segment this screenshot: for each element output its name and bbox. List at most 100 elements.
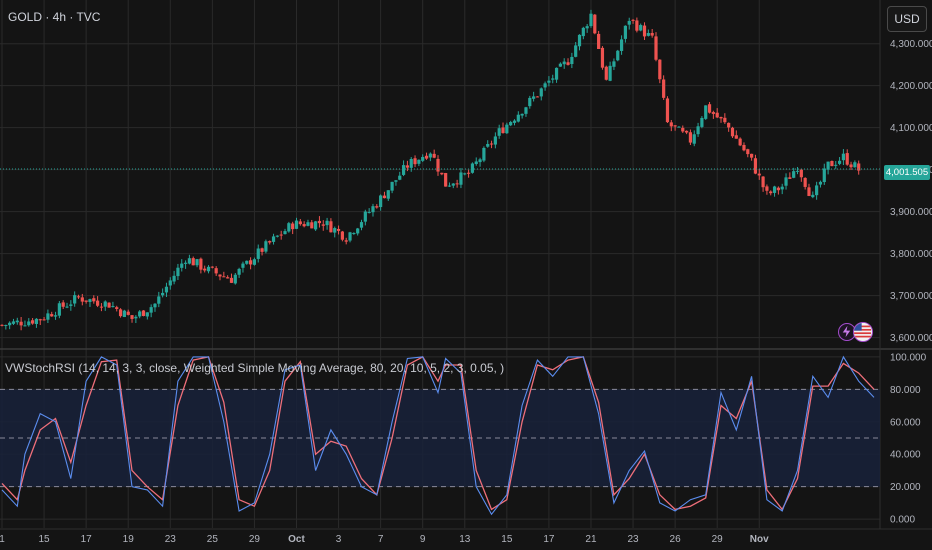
time-tick-label: 19: [123, 534, 135, 545]
candle-body: [248, 260, 253, 265]
candle-body: [252, 259, 257, 265]
candle-body: [700, 117, 704, 127]
candle-body: [130, 315, 134, 319]
candle-body: [367, 212, 371, 214]
candle-body: [662, 79, 666, 98]
candle-body: [489, 143, 494, 145]
candle-body: [375, 206, 379, 208]
candle-body: [371, 206, 375, 213]
candle-body: [451, 183, 455, 186]
candle-body: [287, 223, 291, 232]
time-tick-label: 17: [81, 534, 93, 545]
candle-body: [294, 220, 299, 229]
candle-body: [532, 96, 536, 99]
us-flag-icon[interactable]: [853, 322, 873, 342]
candle-body: [684, 130, 689, 133]
candle-body: [34, 318, 39, 324]
candle-body: [268, 241, 272, 243]
candle-body: [608, 65, 612, 81]
candle-body: [577, 34, 582, 47]
candle-body: [818, 181, 823, 185]
candle-body: [482, 147, 486, 161]
candle-body: [719, 116, 723, 119]
time-axis: 1 15 17 19 23 25 29 Oct 3 7 9 13 15 17 21 23 26 29 Nov: [0, 534, 769, 545]
candle-body: [260, 248, 264, 252]
candle-body: [509, 122, 513, 126]
candle-body: [15, 320, 19, 323]
candle-body: [795, 170, 800, 172]
price-axis: 3,600.0003,700.0003,800.0003,900.0004,00…: [890, 39, 932, 344]
candle-body: [138, 311, 142, 317]
price-tick-label: 4,300.000: [890, 39, 932, 50]
price-tick-label: 3,900.000: [890, 207, 932, 218]
candle-body: [107, 302, 111, 308]
indicator-title[interactable]: VWStochRSI (14, 14, 3, 3, close, Weighte…: [5, 361, 505, 375]
candle-body: [344, 240, 348, 242]
candle-body: [635, 20, 639, 31]
candle-body: [271, 236, 276, 242]
candle-body: [176, 267, 180, 277]
candle-body: [417, 159, 421, 164]
candle-body: [619, 39, 624, 51]
candle-body: [191, 258, 195, 266]
candle-body: [329, 221, 333, 233]
candle-body: [149, 307, 153, 313]
candle-body: [715, 112, 719, 118]
candle-body: [730, 127, 735, 137]
time-tick-label: 23: [165, 534, 177, 545]
candle-body: [753, 158, 758, 174]
candle-body: [168, 280, 172, 286]
candle-body: [226, 277, 230, 279]
time-tick-label: Oct: [288, 534, 305, 545]
time-tick-label: 3: [336, 534, 342, 545]
candle-body: [333, 228, 337, 233]
candle-body: [126, 311, 130, 315]
candle-body: [837, 160, 842, 164]
candles: [0, 9, 861, 331]
osc-tick-label: 80.000: [890, 385, 921, 396]
candle-body: [761, 176, 765, 188]
candle-body: [627, 20, 631, 25]
candle-body: [321, 224, 325, 226]
candle-body: [57, 303, 61, 316]
candle-body: [291, 223, 295, 230]
time-tick-label: 29: [712, 534, 724, 545]
time-tick-label: 9: [420, 534, 426, 545]
time-tick-label: 29: [249, 534, 261, 545]
time-tick-label: 7: [378, 534, 384, 545]
candle-body: [241, 263, 245, 268]
candle-body: [535, 96, 540, 98]
candle-body: [593, 14, 597, 34]
candle-body: [340, 231, 344, 240]
candle-body: [84, 300, 88, 302]
candle-body: [566, 62, 570, 65]
candle-body: [38, 319, 42, 321]
candle-body: [478, 159, 482, 163]
candle-body: [390, 181, 394, 191]
candle-body: [275, 235, 279, 237]
currency-button[interactable]: USD: [887, 6, 927, 32]
candle-body: [455, 183, 459, 185]
candle-body: [646, 33, 650, 36]
candle-body: [53, 315, 58, 317]
candle-body: [164, 286, 169, 293]
candle-body: [604, 66, 608, 80]
time-tick-label: Nov: [750, 534, 769, 545]
candle-body: [841, 153, 846, 161]
candle-body: [474, 161, 478, 165]
candle-body: [501, 127, 505, 134]
candle-body: [409, 158, 413, 168]
candle-body: [822, 168, 826, 183]
candle-body: [325, 220, 329, 226]
candle-body: [401, 165, 406, 175]
time-tick-label: 25: [207, 534, 219, 545]
candle-body: [187, 258, 192, 264]
lightning-icon[interactable]: [838, 323, 856, 341]
candle-body: [96, 300, 100, 306]
candle-body: [562, 61, 566, 65]
candle-body: [203, 268, 207, 271]
candle-body: [570, 56, 574, 65]
time-tick-label: 1: [0, 534, 5, 545]
osc-tick-label: 60.000: [890, 417, 921, 428]
